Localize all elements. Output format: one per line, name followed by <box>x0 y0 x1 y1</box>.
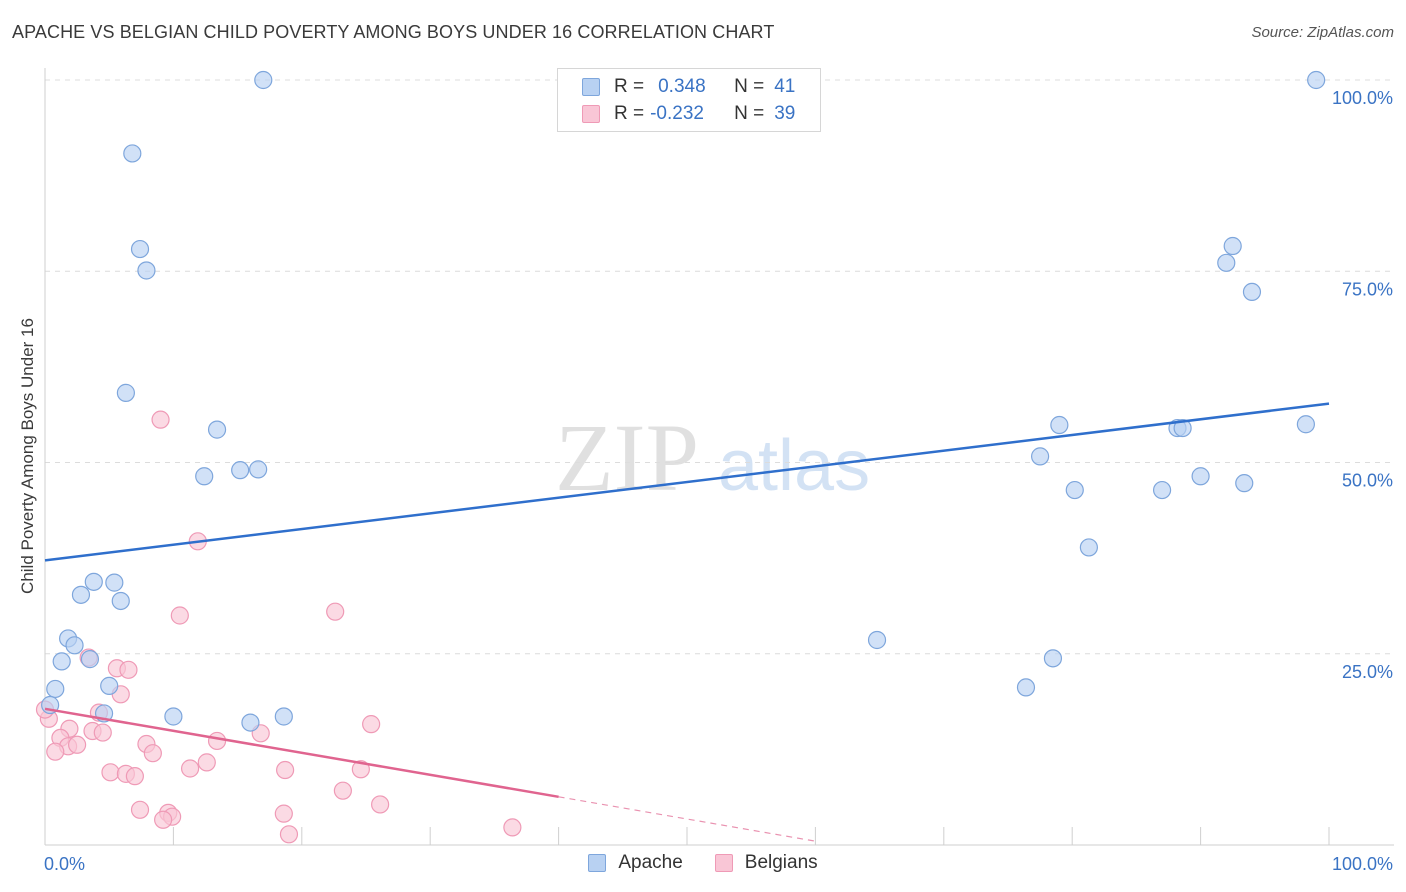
stats-legend: R = 0.348 N = 41 R = -0.232 N = 39 <box>557 68 821 132</box>
apache-point <box>1242 282 1262 302</box>
legend-row-belgians: R = -0.232 N = 39 <box>582 101 795 127</box>
belgians-point <box>170 606 189 625</box>
legend-row-apache: R = 0.348 N = 41 <box>582 74 795 100</box>
belgians-point <box>143 744 162 763</box>
apache-point <box>123 144 142 163</box>
belgians-point <box>279 825 299 844</box>
belgians-point <box>101 763 120 782</box>
belgians-legend-label: Belgians <box>744 852 818 873</box>
apache-point <box>65 636 84 655</box>
watermark-atlas: atlas <box>718 426 870 506</box>
tick-labels: 25.0% 50.0% 75.0% 100.0% 0.0% 100.0% <box>44 88 1393 874</box>
apache-point <box>195 467 214 486</box>
belgians-point <box>207 731 227 751</box>
belgians-r-value: -0.232 <box>650 103 704 124</box>
apache-point <box>867 630 887 650</box>
apache-point <box>1050 415 1069 435</box>
apache-point <box>46 679 65 699</box>
apache-point <box>1217 253 1236 272</box>
belgians-point <box>180 759 200 778</box>
x-tick-label: 0.0% <box>44 854 85 874</box>
apache-point <box>207 420 227 439</box>
belgians-point <box>154 810 173 829</box>
apache-point <box>84 572 103 591</box>
apache-r-value: 0.348 <box>658 76 706 97</box>
belgians-point <box>67 735 87 754</box>
apache-point <box>1173 418 1192 438</box>
belgians-swatch <box>582 105 600 123</box>
apache-points <box>41 70 1326 732</box>
belgians-point <box>151 410 170 429</box>
apache-point <box>1079 538 1098 557</box>
series-legend: Apache Belgians <box>0 852 1406 874</box>
apache-point <box>274 707 293 726</box>
apache-point <box>1223 236 1242 256</box>
apache-point <box>137 261 156 280</box>
apache-point <box>249 460 268 479</box>
trendlines <box>44 402 1330 842</box>
belgians-point <box>276 760 295 780</box>
apache-point <box>1296 415 1315 434</box>
apache-point <box>130 239 150 259</box>
belgians-point <box>93 723 112 742</box>
legend-item-apache[interactable]: Apache <box>588 852 683 874</box>
belgians-point <box>197 753 216 772</box>
belgians-legend-swatch <box>714 854 733 872</box>
belgians-point <box>274 804 293 823</box>
apache-point <box>111 591 130 611</box>
watermark: ZIP atlas <box>555 404 870 511</box>
apache-point <box>1016 678 1036 697</box>
y-tick-label: 100.0% <box>1332 88 1393 108</box>
legend-item-belgians[interactable]: Belgians <box>714 852 818 874</box>
apache-point <box>80 650 100 669</box>
belgians-point <box>326 602 345 621</box>
apache-point <box>1043 649 1063 668</box>
apache-trendline <box>44 402 1330 562</box>
apache-point <box>116 383 135 402</box>
apache-point <box>254 70 273 90</box>
y-tick-label: 75.0% <box>1342 279 1393 299</box>
apache-point <box>52 652 71 671</box>
belgians-point <box>371 795 390 814</box>
belgians-point <box>362 715 381 734</box>
belgians-point <box>46 742 65 761</box>
apache-point <box>71 585 91 604</box>
belgians-n-value: 39 <box>774 103 796 124</box>
apache-r-label: R = <box>614 76 645 97</box>
x-tick-label: 100.0% <box>1332 854 1393 874</box>
apache-point <box>1030 447 1050 466</box>
apache-point <box>1065 480 1084 500</box>
apache-point <box>1235 474 1254 493</box>
belgians-points <box>35 410 522 844</box>
y-tick-label: 25.0% <box>1342 662 1393 682</box>
apache-swatch <box>582 78 600 96</box>
apache-point <box>164 707 183 726</box>
apache-point <box>1307 70 1326 90</box>
belgians-point <box>119 660 138 679</box>
apache-legend-label: Apache <box>618 852 683 873</box>
belgians-point <box>333 781 352 800</box>
apache-n-label: N = <box>734 76 765 97</box>
belgians-point <box>503 818 522 837</box>
belgians-point <box>351 760 370 779</box>
belgians-trendline <box>44 707 559 799</box>
chart-title: APACHE VS BELGIAN CHILD POVERTY AMONG BO… <box>12 22 775 42</box>
apache-point <box>241 713 260 732</box>
apache-legend-swatch <box>588 854 607 872</box>
apache-point <box>105 573 124 592</box>
belgians-point <box>125 767 144 786</box>
apache-point <box>231 461 250 480</box>
belgians-n-label: N = <box>734 103 765 124</box>
apache-point <box>100 676 119 695</box>
gridlines <box>45 79 1394 655</box>
y-tick-label: 50.0% <box>1342 471 1393 491</box>
apache-point <box>1152 480 1172 500</box>
source-credit: Source: ZipAtlas.com <box>1251 24 1394 41</box>
watermark-zip: ZIP <box>555 404 699 511</box>
belgians-r-label: R = <box>614 103 645 124</box>
apache-point <box>1191 467 1210 486</box>
belgians-point <box>130 800 150 819</box>
apache-n-value: 41 <box>774 76 796 97</box>
